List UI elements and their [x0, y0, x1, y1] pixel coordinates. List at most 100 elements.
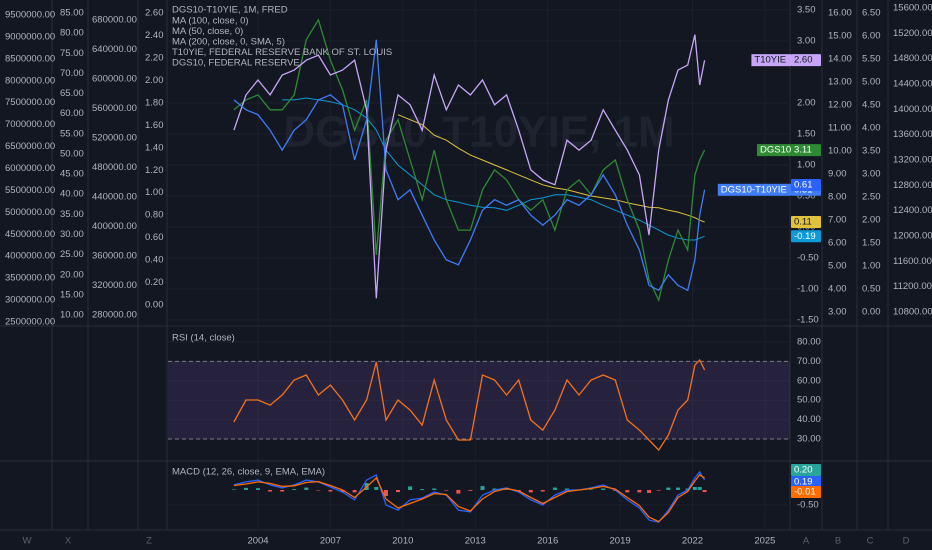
macd-badge: 0.19 [794, 477, 813, 488]
side-axis-label: 12400.00 [893, 205, 932, 216]
side-axis-label: 2500000.00 [5, 317, 55, 328]
macd-badge-bg [791, 486, 821, 498]
histogram-bar [328, 489, 333, 492]
x-tick-label: 2007 [320, 536, 341, 547]
histogram-bar [256, 488, 261, 490]
side-axis-label: 400000.00 [92, 221, 137, 232]
price-badge-bg [791, 144, 821, 157]
side-axis-label: 1.50 [862, 238, 881, 249]
x-tick-label: 2025 [754, 536, 775, 547]
side-axis-label: 15200.00 [893, 28, 932, 39]
histogram-bar [666, 487, 671, 490]
side-axis-label: 1.00 [862, 261, 881, 272]
side-axis-label: 60.00 [60, 108, 84, 119]
side-axis-label: 80.00 [60, 28, 84, 39]
pane-title: DGS10-T10YIE, 1M, FRED [172, 5, 288, 16]
side-axis-label: 5.50 [862, 54, 881, 65]
axis-letter: Z [146, 536, 152, 547]
y-tick-label: 70.00 [797, 356, 821, 367]
y-tick-label: 50.00 [797, 395, 821, 406]
series-line [233, 34, 706, 299]
side-axis-label: 70.00 [60, 68, 84, 79]
side-axis-label: 10.00 [60, 310, 84, 321]
side-axis-label: 15600.00 [893, 2, 932, 13]
histogram-bar [292, 489, 297, 490]
legend-entry: DGS10, FEDERAL RESERVE [172, 58, 300, 69]
macd-badge: -0.01 [794, 487, 816, 498]
side-axis-label: 55.00 [60, 128, 84, 139]
side-axis-label: 4500000.00 [5, 229, 55, 240]
side-axis-label: 0.00 [862, 306, 881, 317]
side-axis-label: 520000.00 [92, 133, 137, 144]
series-line [233, 474, 705, 523]
side-axis-label: 3.00 [828, 307, 847, 318]
side-axis-label: 9500000.00 [5, 10, 55, 21]
histogram-bar [280, 489, 285, 492]
side-axis-label: 3000000.00 [5, 295, 55, 306]
side-axis-label: 4000000.00 [5, 251, 55, 262]
side-axis-label: 0.40 [145, 255, 164, 266]
side-axis-label: 12800.00 [893, 180, 932, 191]
side-axis-label: 14000.00 [893, 104, 932, 115]
side-axis-label: 5500000.00 [5, 185, 55, 196]
histogram-bar [625, 489, 630, 493]
histogram-bar [647, 489, 652, 493]
badge-name: DGS10-T10YIE [721, 184, 787, 195]
side-axis-label: 5000000.00 [5, 207, 55, 218]
side-axis-label: 3.00 [862, 169, 881, 180]
x-tick-label: 2010 [392, 536, 413, 547]
badge-name: DGS10 [760, 145, 791, 156]
histogram-bar [552, 487, 557, 490]
side-axis-label: 6000000.00 [5, 163, 55, 174]
price-badge: 0.11 [794, 217, 812, 228]
price-badge-bg [791, 216, 821, 229]
pane-title: MACD (12, 26, close, 9, EMA, EMA) [172, 467, 325, 478]
macd-badge-bg [791, 464, 821, 476]
histogram-bar [692, 486, 697, 490]
y-tick-label: 3.50 [797, 4, 816, 15]
legend-entry: T10YIE, FEDERAL RESERVE BANK OF ST. LOUI… [172, 47, 392, 58]
side-axis-label: 320000.00 [92, 280, 137, 291]
side-axis-label: 2.00 [145, 75, 164, 86]
side-axis-label: 35.00 [60, 209, 84, 220]
price-badge: 2.60 [794, 55, 813, 66]
side-axis-label: 16.00 [828, 8, 852, 19]
side-axis-label: 20.00 [60, 269, 84, 280]
y-tick-label: 0.50 [797, 191, 816, 202]
histogram-bar [231, 489, 236, 490]
axis-letter: W [23, 536, 32, 547]
side-axis-label: 7500000.00 [5, 97, 55, 108]
side-axis-label: 640000.00 [92, 44, 137, 55]
side-axis-label: 65.00 [60, 88, 84, 99]
side-axis-label: 5.00 [862, 77, 881, 88]
price-badge-bg [791, 54, 821, 67]
histogram-bar [408, 486, 413, 490]
side-axis-label: 1.60 [145, 120, 164, 131]
side-axis-label: 11.00 [828, 123, 851, 134]
side-axis-label: 1.20 [145, 165, 164, 176]
side-axis-label: 680000.00 [92, 15, 137, 26]
y-tick-label: 1.00 [797, 159, 816, 170]
histogram-bar [304, 487, 309, 490]
histogram-bar [268, 489, 273, 492]
histogram-bar [316, 489, 321, 491]
legend-entry: MA (50, close, 0) [172, 26, 243, 37]
side-axis-label: 15.00 [828, 31, 852, 42]
histogram-bar [468, 489, 473, 491]
side-axis-label: 3.50 [862, 146, 881, 157]
histogram-bar [492, 488, 497, 490]
price-badge-bg [791, 230, 821, 243]
rsi-band [168, 361, 790, 440]
axis-letter: X [65, 536, 72, 547]
side-axis-label: 4.00 [862, 123, 881, 134]
histogram-bar [243, 487, 248, 490]
side-axis-label: 7.00 [828, 215, 847, 226]
side-axis-label: 4.00 [828, 284, 847, 295]
side-axis-label: 8500000.00 [5, 53, 55, 64]
side-axis-label: 440000.00 [92, 192, 137, 203]
y-tick-label: 3.00 [797, 35, 816, 46]
histogram-bar [456, 489, 461, 494]
axis-letter: D [903, 536, 910, 547]
